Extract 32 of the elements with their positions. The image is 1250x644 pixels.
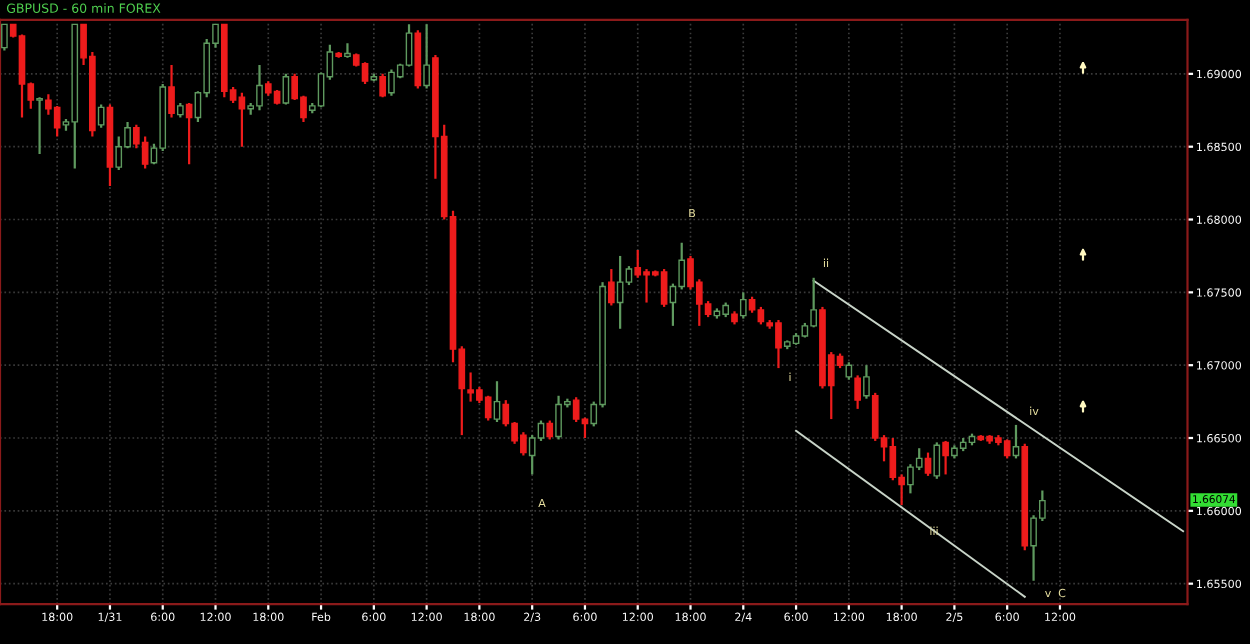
candlestick bbox=[379, 72, 386, 99]
candlestick bbox=[871, 391, 879, 443]
candlestick bbox=[53, 104, 61, 138]
candlestick bbox=[810, 276, 817, 329]
candlestick bbox=[854, 374, 861, 410]
candlestick bbox=[863, 364, 870, 400]
candlestick bbox=[924, 451, 932, 477]
candlestick bbox=[168, 64, 175, 119]
candlestick bbox=[616, 254, 624, 330]
candlestick bbox=[572, 396, 580, 424]
candlestick bbox=[36, 96, 43, 156]
candlestick bbox=[282, 72, 290, 106]
candlestick bbox=[141, 135, 149, 170]
candlestick bbox=[361, 61, 369, 86]
candlestick bbox=[1, 23, 8, 52]
candlestick bbox=[608, 267, 615, 307]
candlestick bbox=[423, 23, 430, 90]
candlestick bbox=[739, 291, 747, 320]
candlestick bbox=[933, 441, 941, 480]
candlestick bbox=[238, 91, 246, 148]
candlestick bbox=[1003, 438, 1011, 460]
candlestick bbox=[115, 135, 123, 172]
candlestick bbox=[546, 419, 554, 441]
candlestick bbox=[634, 249, 642, 279]
candlestick bbox=[1012, 423, 1020, 460]
candlestick bbox=[942, 439, 949, 476]
candlestick bbox=[344, 42, 351, 59]
candlestick bbox=[889, 436, 897, 482]
candlestick bbox=[97, 103, 105, 129]
candlestick bbox=[493, 380, 501, 424]
candlestick bbox=[660, 267, 668, 309]
candlestick bbox=[484, 394, 492, 422]
